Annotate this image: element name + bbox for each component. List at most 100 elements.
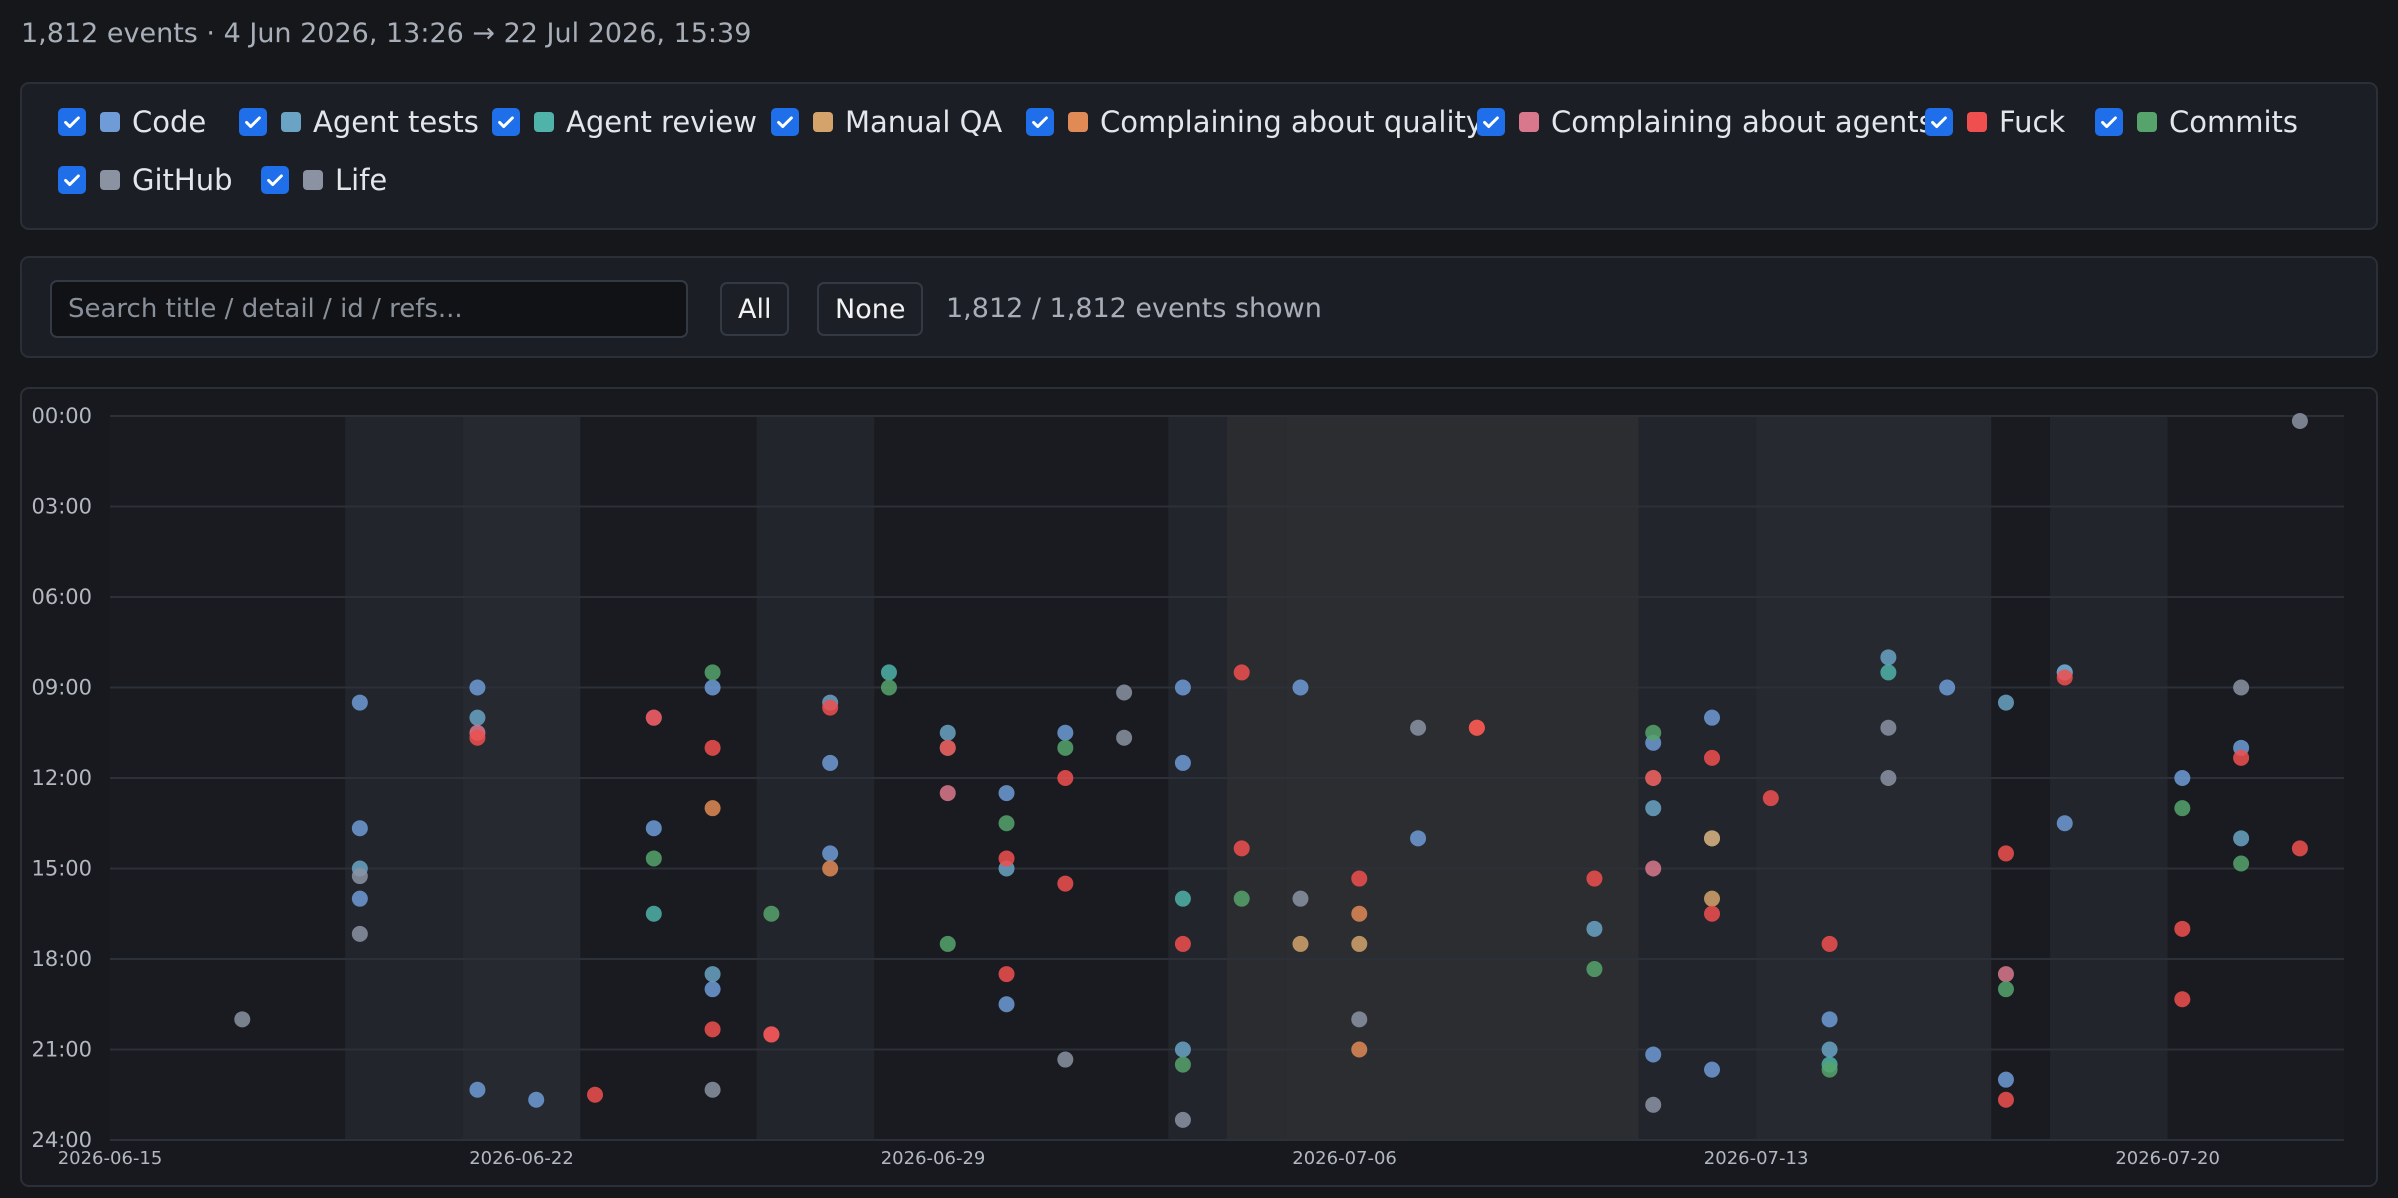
event-point-code[interactable] [1410, 830, 1427, 847]
event-point-code[interactable] [351, 890, 368, 907]
event-point-code[interactable] [1174, 679, 1191, 696]
category-checkbox[interactable] [261, 166, 289, 194]
event-point-fuck[interactable] [1704, 749, 1721, 766]
event-point-fuck[interactable] [2233, 749, 2250, 766]
event-point-agent-tests[interactable] [704, 966, 721, 983]
event-point-code[interactable] [1704, 1061, 1721, 1078]
category-checkbox[interactable] [2095, 108, 2123, 136]
event-point-fuck[interactable] [1997, 1091, 2014, 1108]
event-point-code[interactable] [528, 1091, 545, 1108]
event-point-fuck[interactable] [1645, 770, 1662, 786]
category-checkbox[interactable] [1925, 108, 1953, 136]
legend-item-manual-qa[interactable]: Manual QA [771, 102, 1002, 142]
event-point-fuck[interactable] [645, 709, 662, 726]
event-point-code[interactable] [351, 820, 368, 837]
event-point-commits[interactable] [1997, 981, 2014, 998]
event-point-fuck[interactable] [2291, 840, 2308, 857]
event-point-agent-tests[interactable] [939, 724, 956, 741]
event-point-fuck[interactable] [1351, 870, 1368, 887]
event-point-fuck[interactable] [1057, 770, 1074, 786]
event-point-manual-qa[interactable] [1292, 935, 1309, 952]
event-point-fuck[interactable] [704, 1021, 721, 1038]
legend-item-complaining-about-quality[interactable]: Complaining about quality [1026, 102, 1483, 142]
select-all-button[interactable]: All [720, 282, 790, 336]
event-point-fuck[interactable] [998, 850, 1015, 867]
legend-item-agent-review[interactable]: Agent review [492, 102, 757, 142]
event-point-commits[interactable] [2233, 855, 2250, 872]
event-point-fuck[interactable] [822, 699, 839, 716]
event-point-github[interactable] [2291, 413, 2308, 430]
event-point-fuck[interactable] [763, 1026, 780, 1043]
event-point-agent-review[interactable] [1174, 890, 1191, 907]
event-point-complaining-about-agents[interactable] [1645, 860, 1662, 877]
event-point-fuck[interactable] [1821, 935, 1838, 952]
event-point-github[interactable] [351, 925, 368, 942]
event-point-fuck[interactable] [1468, 719, 1485, 736]
event-point-github[interactable] [1880, 719, 1897, 736]
event-point-github[interactable] [1410, 719, 1427, 736]
event-point-complaining-about-agents[interactable] [1997, 966, 2014, 983]
event-point-agent-tests[interactable] [1645, 800, 1662, 817]
event-point-fuck[interactable] [1057, 875, 1074, 892]
event-point-agent-tests[interactable] [1880, 649, 1897, 666]
event-point-commits[interactable] [1586, 961, 1603, 978]
event-point-github[interactable] [1292, 890, 1309, 907]
event-point-code[interactable] [822, 754, 839, 771]
legend-item-code[interactable]: Code [58, 102, 206, 142]
event-point-commits[interactable] [880, 679, 897, 696]
event-point-manual-qa[interactable] [1351, 935, 1368, 952]
event-point-code[interactable] [2174, 770, 2191, 786]
event-point-fuck[interactable] [1174, 935, 1191, 952]
event-point-commits[interactable] [1821, 1061, 1838, 1078]
event-point-fuck[interactable] [1233, 664, 1250, 681]
legend-item-fuck[interactable]: Fuck [1925, 102, 2065, 142]
event-point-code[interactable] [998, 785, 1015, 802]
timeline-scatter-chart[interactable]: 00:00 03:00 06:00 09:00 12:00 15:00 18:00 21:00… [22, 389, 2380, 1189]
event-point-fuck[interactable] [469, 729, 486, 746]
event-point-github[interactable] [1880, 770, 1897, 786]
event-point-code[interactable] [469, 1081, 486, 1098]
event-point-commits[interactable] [2174, 800, 2191, 817]
category-checkbox[interactable] [239, 108, 267, 136]
event-point-code[interactable] [469, 679, 486, 696]
event-point-complaining-about-quality[interactable] [1351, 1041, 1368, 1058]
event-point-github[interactable] [1116, 684, 1133, 701]
event-point-commits[interactable] [763, 905, 780, 922]
event-point-commits[interactable] [1057, 739, 1074, 756]
legend-item-commits[interactable]: Commits [2095, 102, 2298, 142]
event-point-life[interactable] [1057, 1051, 1074, 1068]
event-point-agent-review[interactable] [645, 905, 662, 922]
event-point-life[interactable] [1174, 1111, 1191, 1128]
event-point-code[interactable] [1939, 679, 1956, 696]
event-point-fuck[interactable] [587, 1086, 604, 1103]
category-checkbox[interactable] [771, 108, 799, 136]
event-point-life[interactable] [1351, 1011, 1368, 1028]
event-point-code[interactable] [2056, 815, 2073, 832]
event-point-fuck[interactable] [2174, 991, 2191, 1008]
event-point-agent-tests[interactable] [1174, 1041, 1191, 1058]
event-point-fuck[interactable] [2174, 920, 2191, 937]
event-point-commits[interactable] [1233, 890, 1250, 907]
event-point-complaining-about-quality[interactable] [822, 860, 839, 877]
event-point-code[interactable] [1174, 754, 1191, 771]
event-point-github[interactable] [1116, 729, 1133, 746]
category-checkbox[interactable] [1026, 108, 1054, 136]
event-point-agent-review[interactable] [1880, 664, 1897, 681]
event-point-github[interactable] [234, 1011, 251, 1028]
select-none-button[interactable]: None [817, 282, 924, 336]
event-point-fuck[interactable] [1586, 870, 1603, 887]
event-point-fuck[interactable] [1997, 845, 2014, 862]
category-checkbox[interactable] [492, 108, 520, 136]
event-point-fuck[interactable] [998, 966, 1015, 983]
event-point-agent-tests[interactable] [469, 709, 486, 726]
search-input[interactable] [50, 280, 688, 338]
event-point-code[interactable] [704, 679, 721, 696]
legend-item-complaining-about-agents[interactable]: Complaining about agents [1477, 102, 1934, 142]
event-point-code[interactable] [645, 820, 662, 837]
event-point-fuck[interactable] [2056, 669, 2073, 686]
event-point-code[interactable] [704, 981, 721, 998]
legend-item-github[interactable]: GitHub [58, 160, 233, 200]
event-point-complaining-about-quality[interactable] [1351, 905, 1368, 922]
event-point-fuck[interactable] [939, 739, 956, 756]
event-point-github[interactable] [351, 868, 368, 885]
